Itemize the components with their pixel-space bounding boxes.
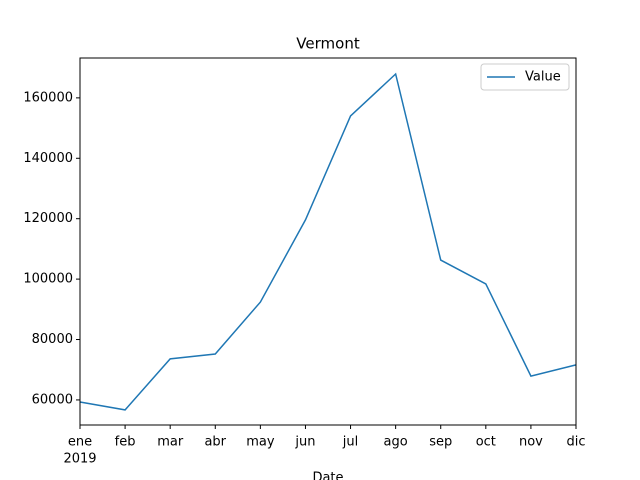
x-tick-label: mar: [157, 435, 184, 450]
x-tick-label: feb: [115, 435, 136, 450]
y-tick-label: 160000: [23, 90, 73, 105]
y-tick-label: 140000: [23, 151, 73, 166]
x-tick-label: nov: [519, 435, 543, 450]
x-year-label: 2019: [63, 452, 96, 467]
x-axis-label: Date: [312, 471, 343, 480]
x-tick-label: sep: [429, 435, 452, 450]
plot-frame: [79, 57, 577, 426]
x-tick-label: may: [246, 435, 275, 450]
x-tick-label: ago: [384, 435, 408, 450]
y-tick-label: 120000: [23, 211, 73, 226]
legend-box: [480, 63, 570, 91]
x-tick-label: jul: [342, 435, 358, 450]
data-line: [79, 72, 577, 411]
x-tick-label: oct: [476, 435, 496, 450]
chart-title: Vermont: [296, 35, 360, 53]
y-tick-label: 80000: [32, 332, 73, 347]
legend-label: Value: [525, 70, 561, 85]
x-tick-label: jun: [294, 435, 315, 450]
x-tick-label: ene: [68, 435, 92, 450]
y-tick-label: 100000: [23, 272, 73, 287]
x-tick-label: dic: [566, 435, 585, 450]
x-tick-label: abr: [204, 435, 226, 450]
y-tick-label: 60000: [32, 392, 73, 407]
